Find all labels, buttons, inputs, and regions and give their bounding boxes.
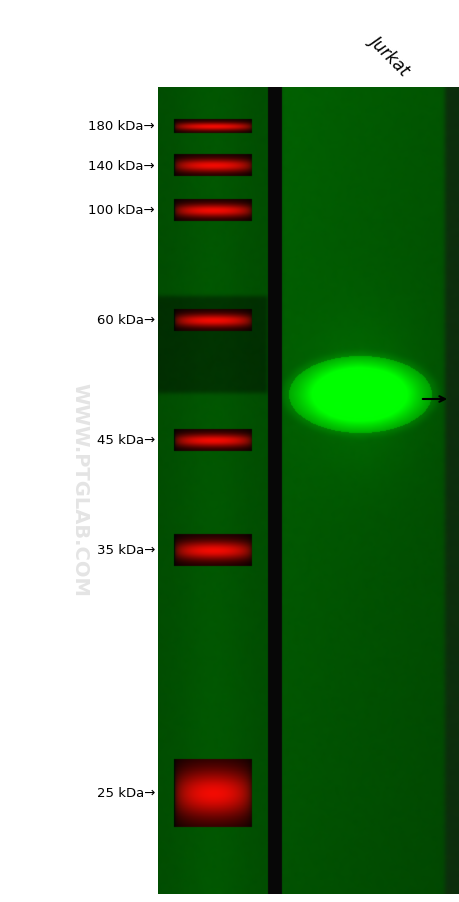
Text: WWW.PTGLAB.COM: WWW.PTGLAB.COM	[70, 382, 90, 596]
Text: 100 kDa→: 100 kDa→	[88, 204, 155, 217]
Text: 60 kDa→: 60 kDa→	[97, 314, 155, 327]
Text: 35 kDa→: 35 kDa→	[96, 544, 155, 557]
Text: 25 kDa→: 25 kDa→	[96, 787, 155, 799]
Text: 140 kDa→: 140 kDa→	[88, 160, 155, 172]
Text: 45 kDa→: 45 kDa→	[96, 434, 155, 447]
Text: Jurkat: Jurkat	[366, 32, 413, 78]
Text: 180 kDa→: 180 kDa→	[88, 120, 155, 133]
